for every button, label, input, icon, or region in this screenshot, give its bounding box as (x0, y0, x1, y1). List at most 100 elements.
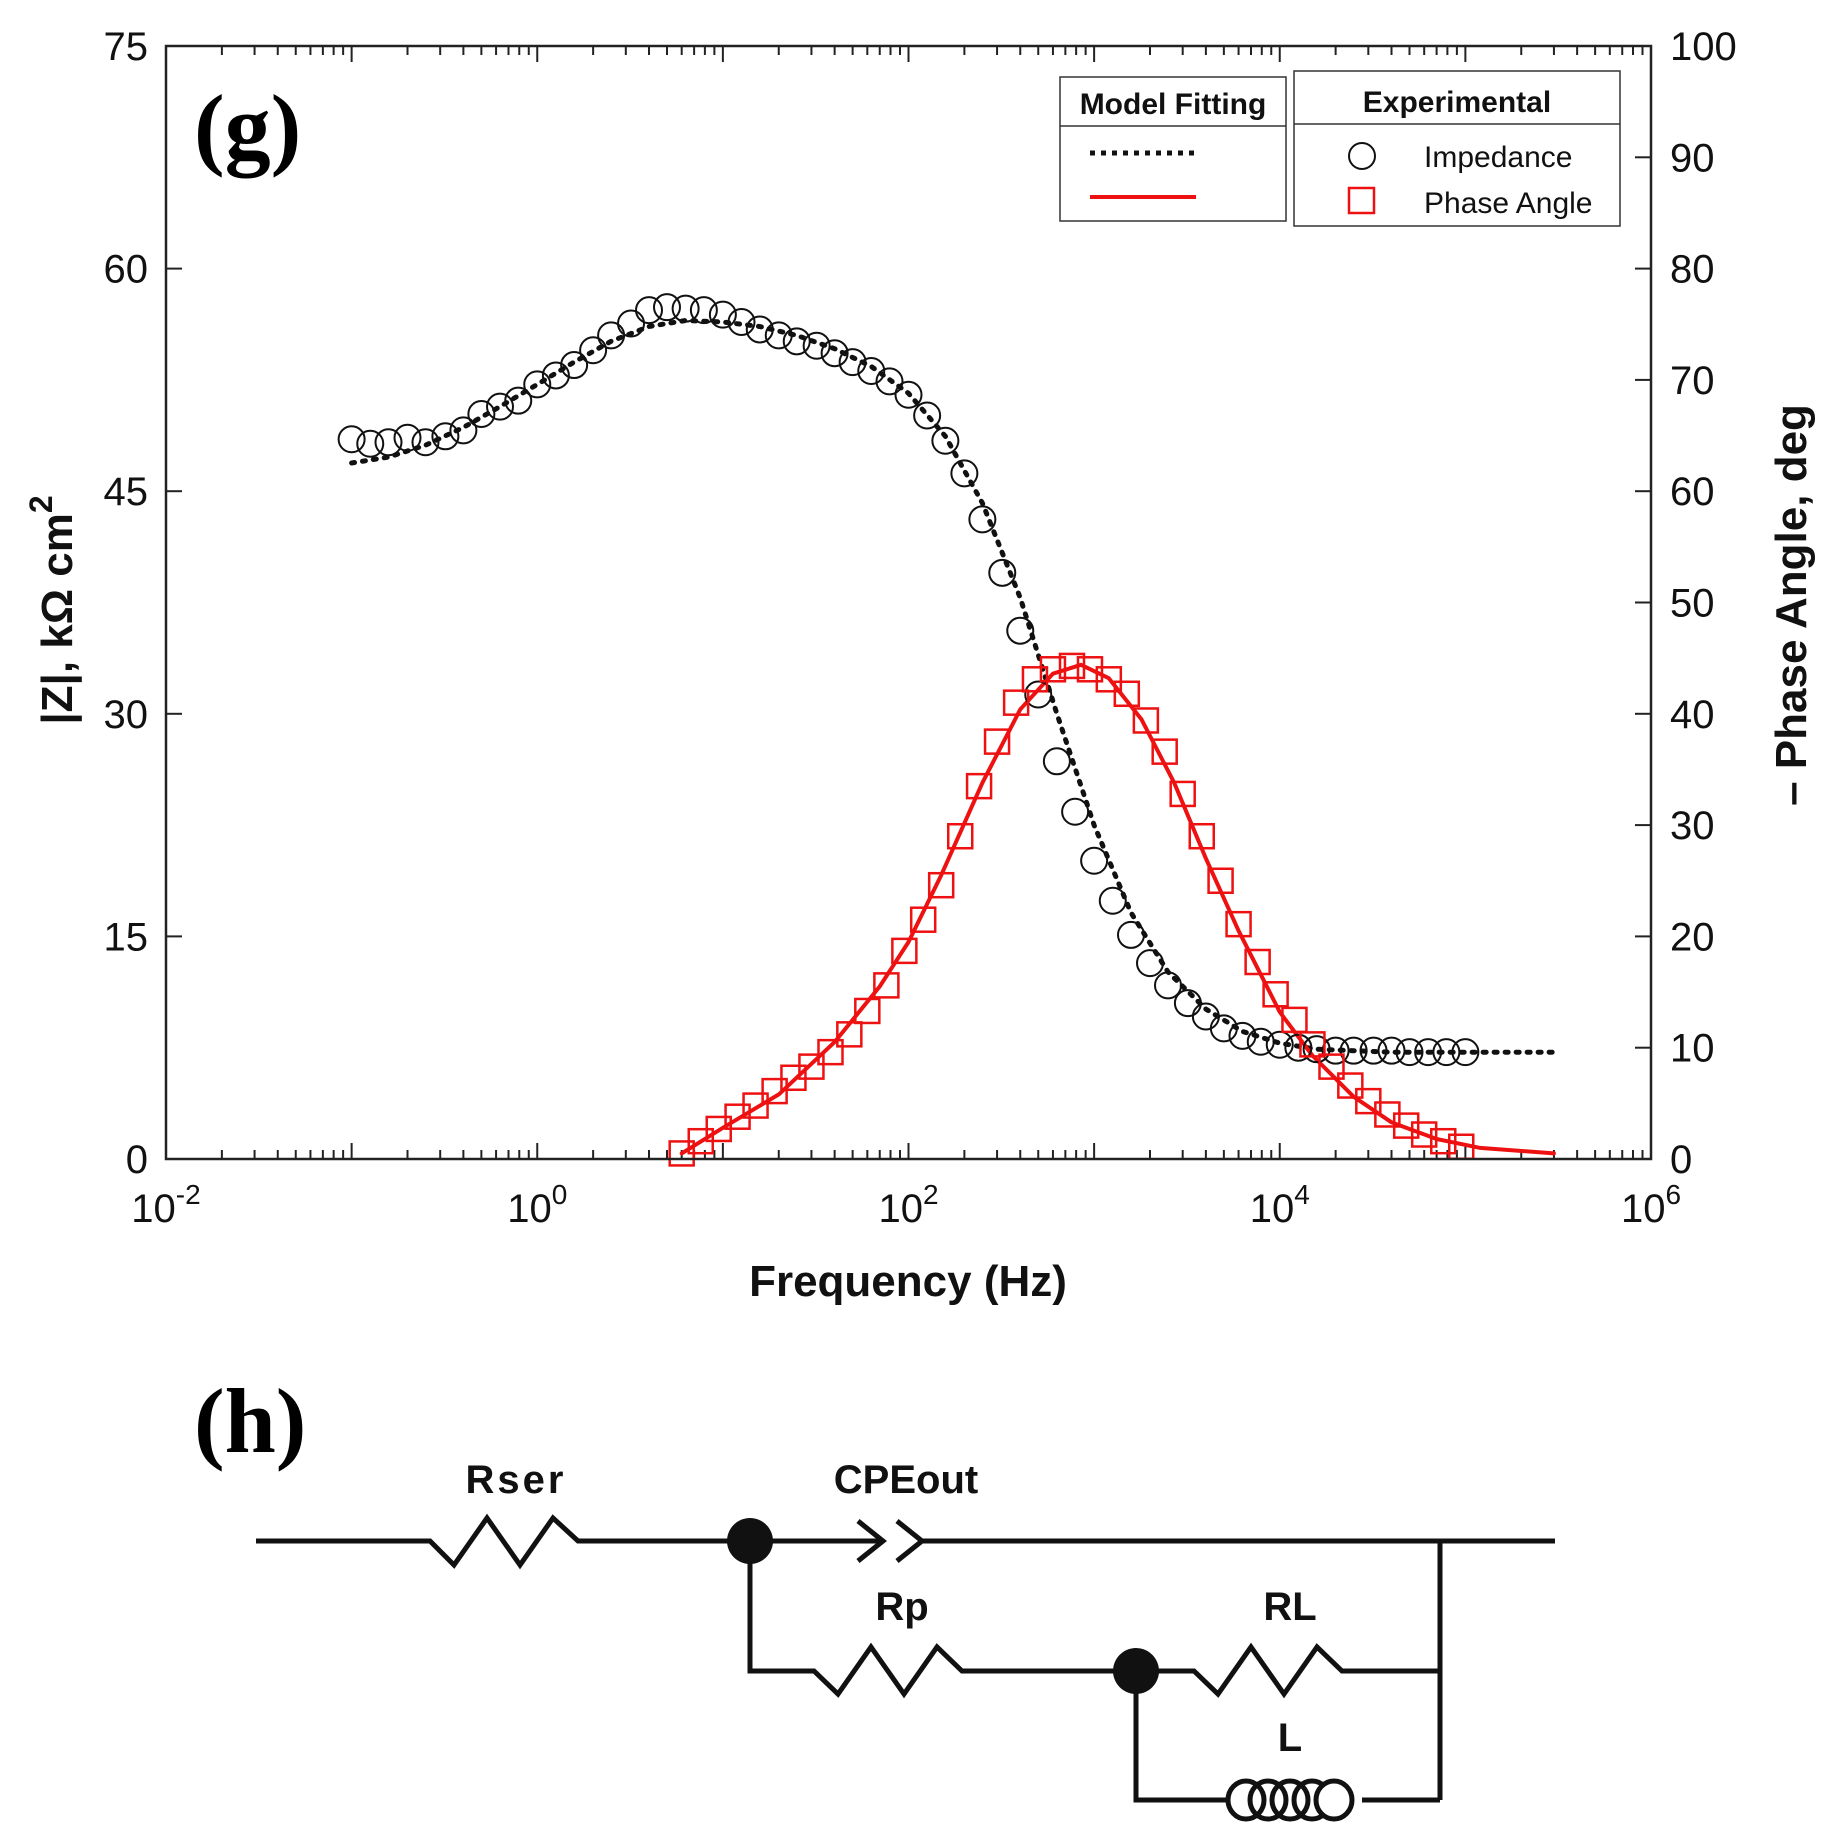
cpe-out (750, 1519, 1555, 1563)
x-tick-label: 102 (878, 1179, 938, 1231)
impedance-point (802, 331, 831, 360)
y-right-tick-label: 80 (1670, 248, 1715, 292)
phase-point (1188, 822, 1215, 850)
phase-point (1095, 666, 1123, 693)
resistor-rl (1136, 1642, 1440, 1699)
phase-point (1392, 1112, 1420, 1139)
panel-g-label: (g) (194, 76, 301, 178)
phase-point (1225, 910, 1252, 938)
impedance-point (950, 459, 979, 488)
panel-h-label: (h) (194, 1370, 306, 1472)
x-tick-label: 104 (1250, 1179, 1310, 1231)
impedance-point (652, 293, 681, 322)
y-right-tick-label: 0 (1670, 1138, 1692, 1182)
impedance-point (523, 370, 552, 399)
impedance-point (1098, 886, 1127, 915)
y-right-tick-label: 20 (1670, 915, 1715, 959)
impedance-point (635, 296, 664, 325)
impedance-point (1153, 971, 1182, 1000)
impedance-point (356, 429, 385, 458)
inductor-wire (1133, 1671, 1440, 1803)
impedance-point (1284, 1033, 1313, 1062)
phase-point (965, 772, 993, 800)
y-right-tick-label: 10 (1670, 1027, 1715, 1071)
phase-point (983, 728, 1011, 755)
impedance-point (857, 356, 886, 385)
phase-point (836, 1021, 863, 1048)
impedance-point (988, 558, 1017, 587)
legend: Model Fitting Experimental Impedance Pha… (1059, 70, 1621, 227)
cpe-label: CPEout (834, 1458, 978, 1502)
impedance-point (1377, 1036, 1406, 1065)
resistor-rser (256, 1513, 750, 1570)
y-right-tick-label: 40 (1670, 693, 1715, 737)
impedance-point (1024, 680, 1053, 709)
phase-point (854, 997, 881, 1025)
plot-frame (164, 44, 1653, 1161)
impedance-fit-line (349, 318, 1557, 1055)
y-right-tick-label: 60 (1670, 470, 1715, 514)
y-left-axis-title: |Z|, kΩ cm2 (23, 495, 83, 724)
impedance-point (1173, 989, 1202, 1018)
impedance-point (1339, 1036, 1368, 1065)
impedance-point (1395, 1038, 1424, 1067)
resistor-rp (747, 1541, 1136, 1699)
phase-point (1337, 1072, 1364, 1099)
impedance-point (617, 309, 646, 338)
impedance-point (1080, 846, 1109, 875)
impedance-point (1228, 1021, 1257, 1050)
impedance-point (449, 416, 478, 445)
y-left-tick-label: 0 (126, 1138, 148, 1182)
impedance-point (541, 361, 570, 390)
phase-point (1021, 666, 1049, 693)
impedance-point (560, 351, 589, 380)
phase-point (1207, 867, 1234, 894)
impedance-point (764, 321, 793, 350)
impedance-point (1136, 949, 1165, 978)
y-left-tick-label: 45 (104, 470, 149, 514)
fit-lines (349, 318, 1557, 1156)
y-right-tick-label: 70 (1670, 359, 1715, 403)
impedance-point (1061, 797, 1090, 826)
impedance-point (504, 386, 533, 415)
impedance-point (894, 380, 923, 409)
y-right-tick-label: 50 (1670, 582, 1715, 626)
phase-point (1113, 680, 1141, 708)
impedance-point (838, 348, 867, 377)
plot-area (337, 293, 1557, 1167)
junction-node-1 (727, 1518, 773, 1564)
impedance-point (820, 339, 849, 368)
phase-point (1151, 738, 1178, 765)
impedance-point (1302, 1035, 1331, 1064)
phase-point (1132, 707, 1160, 734)
phase-point (1058, 652, 1086, 680)
inductor-l (1225, 1778, 1355, 1822)
legend-impedance-marker (1348, 142, 1376, 170)
impedance-point (1209, 1014, 1238, 1043)
equivalent-circuit (256, 1513, 1555, 1822)
x-tick-label: 100 (507, 1179, 567, 1231)
x-axis-title: Frequency (Hz) (749, 1257, 1067, 1306)
phase-point (891, 937, 918, 965)
x-tick-label: 106 (1621, 1179, 1681, 1231)
impedance-point (337, 425, 366, 454)
impedance-point (1414, 1038, 1443, 1067)
phase-point (927, 871, 955, 899)
phase-point (1299, 1031, 1326, 1058)
legend-experimental-title: Experimental (1363, 86, 1551, 119)
rl-label: RL (1263, 1585, 1316, 1629)
impedance-point (931, 426, 960, 455)
x-tick-label: 10-2 (131, 1179, 200, 1231)
legend-model-title: Model Fitting (1080, 88, 1267, 121)
phase-point (1169, 780, 1196, 808)
data-markers (337, 293, 1480, 1167)
phase-point (817, 1038, 844, 1066)
phase-point (1410, 1121, 1438, 1148)
phase-point (873, 972, 900, 999)
impedance-point (486, 392, 515, 421)
impedance-point (671, 294, 700, 323)
phase-fit-line (679, 662, 1556, 1156)
y-left-tick-label: 15 (104, 915, 149, 959)
impedance-point (708, 300, 737, 329)
